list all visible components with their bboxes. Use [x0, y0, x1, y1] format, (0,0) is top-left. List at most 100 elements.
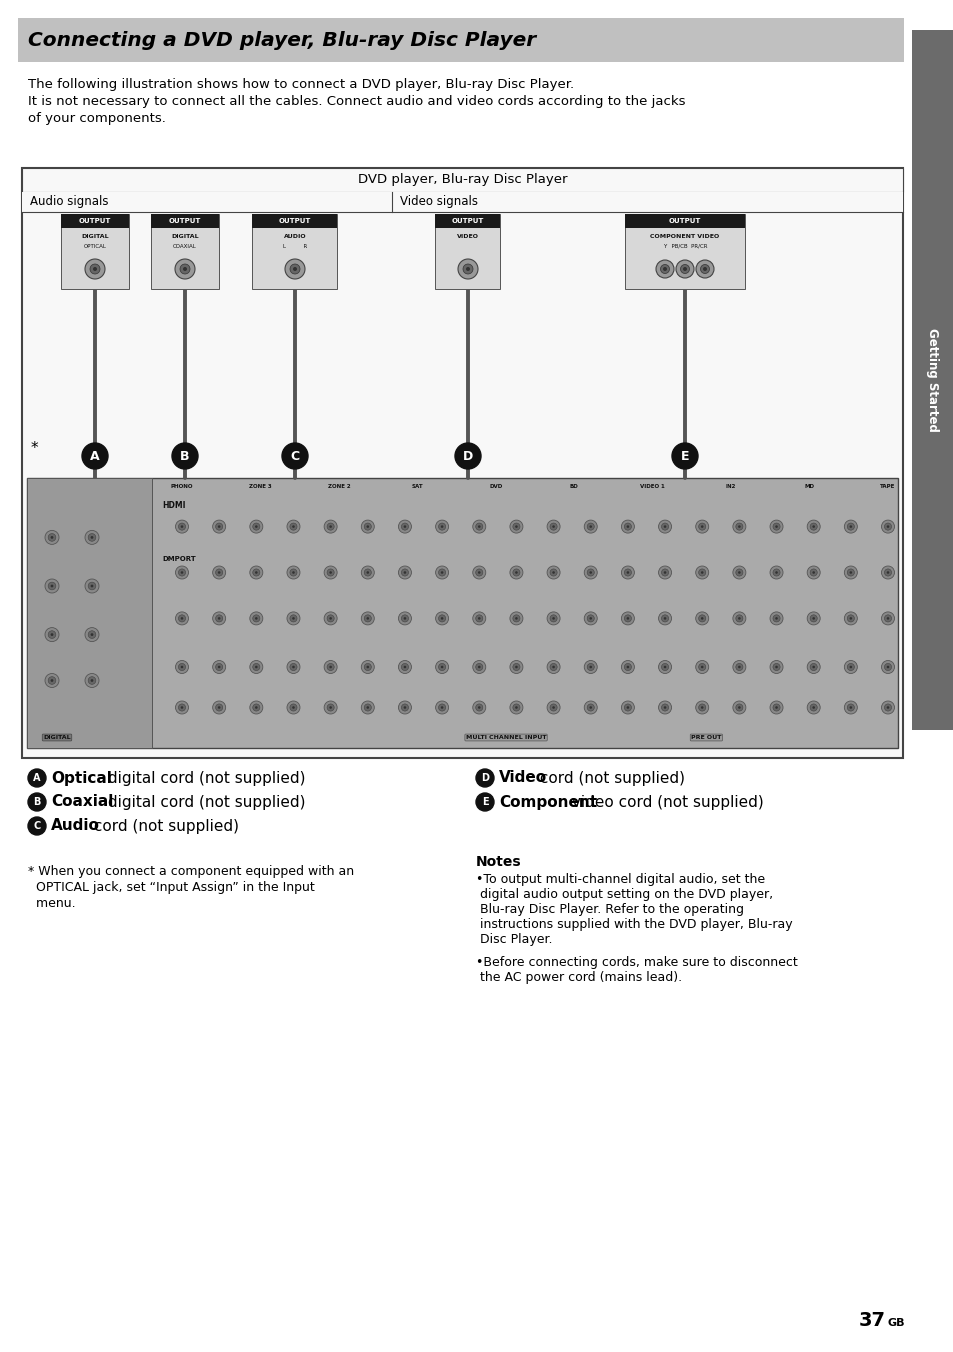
Circle shape	[88, 583, 95, 589]
Circle shape	[253, 704, 259, 711]
Circle shape	[465, 266, 470, 270]
Circle shape	[775, 571, 777, 573]
Circle shape	[550, 523, 557, 530]
Circle shape	[671, 443, 698, 469]
Circle shape	[290, 523, 296, 530]
Circle shape	[660, 615, 668, 622]
Circle shape	[175, 661, 189, 673]
Circle shape	[217, 665, 220, 668]
Circle shape	[660, 569, 668, 576]
Circle shape	[589, 706, 592, 708]
Circle shape	[91, 679, 93, 681]
Circle shape	[253, 664, 259, 671]
Circle shape	[695, 566, 708, 579]
Circle shape	[292, 706, 294, 708]
Circle shape	[88, 534, 95, 541]
Circle shape	[476, 569, 482, 576]
Circle shape	[732, 700, 745, 714]
Text: A: A	[91, 449, 100, 462]
Text: VIDEO 1: VIDEO 1	[639, 484, 664, 489]
Bar	[27, 479, 897, 748]
Circle shape	[846, 664, 854, 671]
Circle shape	[285, 260, 305, 279]
Circle shape	[401, 569, 408, 576]
Circle shape	[550, 704, 557, 711]
Circle shape	[366, 526, 369, 527]
Text: The following illustration shows how to connect a DVD player, Blu-ray Disc Playe: The following illustration shows how to …	[28, 78, 574, 91]
Circle shape	[510, 566, 522, 579]
Circle shape	[477, 526, 480, 527]
Text: B: B	[33, 796, 41, 807]
Circle shape	[175, 612, 189, 625]
Circle shape	[476, 704, 482, 711]
Circle shape	[401, 704, 408, 711]
Circle shape	[623, 704, 631, 711]
Circle shape	[178, 569, 186, 576]
Circle shape	[772, 664, 780, 671]
Circle shape	[732, 612, 745, 625]
Circle shape	[438, 523, 445, 530]
Circle shape	[849, 571, 851, 573]
Circle shape	[254, 665, 257, 668]
Circle shape	[48, 676, 56, 684]
Text: GB: GB	[887, 1318, 904, 1328]
Circle shape	[738, 706, 740, 708]
Circle shape	[809, 569, 817, 576]
Circle shape	[620, 612, 634, 625]
Circle shape	[476, 794, 494, 811]
Circle shape	[513, 569, 519, 576]
Circle shape	[92, 266, 97, 270]
Circle shape	[656, 260, 673, 279]
Text: *: *	[30, 441, 38, 456]
Circle shape	[398, 661, 411, 673]
Circle shape	[881, 612, 894, 625]
Circle shape	[809, 704, 817, 711]
Circle shape	[546, 612, 559, 625]
Circle shape	[215, 664, 222, 671]
Circle shape	[663, 706, 665, 708]
Circle shape	[473, 521, 485, 533]
Circle shape	[881, 566, 894, 579]
Circle shape	[732, 661, 745, 673]
Circle shape	[695, 521, 708, 533]
Text: Getting Started: Getting Started	[925, 329, 939, 431]
Circle shape	[45, 579, 59, 594]
Text: AUDIO: AUDIO	[283, 234, 306, 238]
Circle shape	[732, 566, 745, 579]
Circle shape	[91, 633, 93, 635]
Text: PRE OUT: PRE OUT	[691, 735, 720, 740]
Circle shape	[48, 631, 56, 638]
Circle shape	[806, 566, 820, 579]
Text: menu.: menu.	[28, 896, 75, 910]
Circle shape	[250, 521, 262, 533]
Circle shape	[510, 612, 522, 625]
Circle shape	[885, 617, 888, 619]
Circle shape	[775, 617, 777, 619]
Text: SAT: SAT	[411, 484, 423, 489]
Bar	[253, 214, 337, 228]
Circle shape	[398, 700, 411, 714]
Circle shape	[178, 523, 186, 530]
Circle shape	[366, 665, 369, 668]
Circle shape	[324, 566, 336, 579]
Bar	[22, 168, 902, 758]
Circle shape	[812, 706, 814, 708]
Circle shape	[769, 700, 782, 714]
Circle shape	[658, 566, 671, 579]
Circle shape	[457, 260, 477, 279]
Circle shape	[51, 584, 53, 587]
Circle shape	[735, 704, 742, 711]
Circle shape	[698, 704, 705, 711]
Text: PHONO: PHONO	[171, 484, 193, 489]
Circle shape	[253, 569, 259, 576]
Circle shape	[843, 612, 857, 625]
Circle shape	[250, 566, 262, 579]
Circle shape	[178, 704, 186, 711]
Text: OUTPUT: OUTPUT	[79, 218, 112, 224]
Bar	[151, 214, 219, 228]
Circle shape	[583, 661, 597, 673]
Circle shape	[735, 664, 742, 671]
Circle shape	[515, 526, 517, 527]
Text: IN2: IN2	[725, 484, 736, 489]
Text: OUTPUT: OUTPUT	[668, 218, 700, 224]
